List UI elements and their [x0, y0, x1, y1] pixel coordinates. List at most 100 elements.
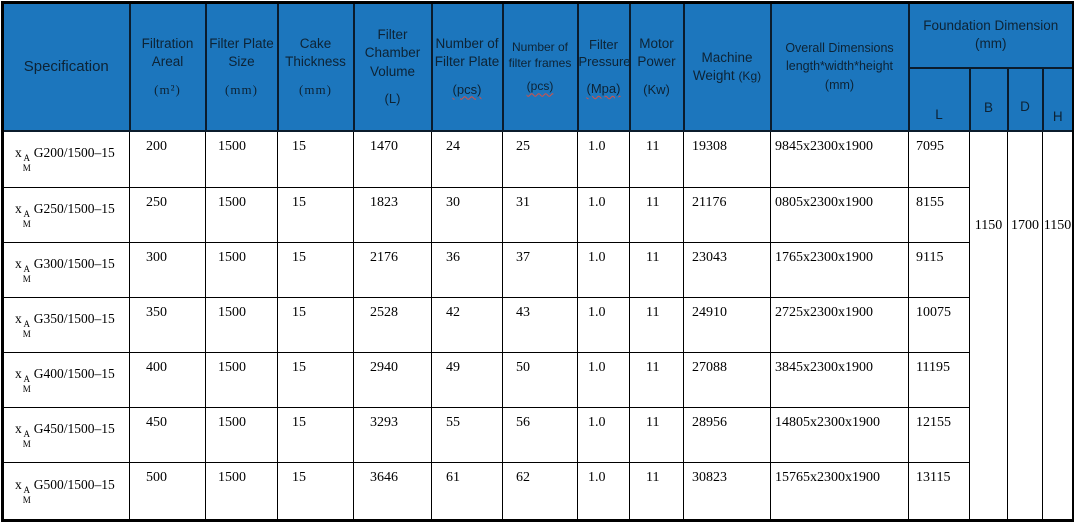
col-header-label: Number of filter frames	[508, 39, 572, 71]
table-row: x A M G400/1500–15 400 1500 15 2940 49 50 1.0 11 270…	[2, 352, 1074, 408]
col-header-label: L	[935, 107, 943, 123]
cell-cake-thickness: 15	[277, 462, 354, 521]
table-row: x A M G450/1500–15 450 1500 15 3293 55 56 1.0 11 289…	[2, 407, 1074, 463]
cell-filter-plate-size: 1500	[205, 407, 278, 463]
cell-overall-dimensions: 0805x2300x1900	[770, 187, 909, 243]
cell-number-of-filter-plate: 61	[431, 462, 503, 521]
cell-filtration-areal: 400	[129, 352, 206, 408]
cell-filter-pressure: 1.0	[577, 297, 630, 353]
cell-machine-weight: 30823	[683, 462, 771, 521]
cell-cake-thickness: 15	[277, 187, 354, 243]
col-header-unit: (mm)	[824, 78, 855, 93]
cell-number-of-filter-frames: 25	[502, 130, 578, 188]
col-header-motor-power: Motor Power (Kw)	[628, 1, 685, 132]
cell-motor-power: 11	[629, 242, 684, 298]
cell-specification: x A M G300/1500–15	[2, 242, 130, 298]
col-header-label: D	[1020, 99, 1030, 115]
col-header-unit: (mm)	[225, 81, 258, 97]
cell-motor-power: 11	[629, 187, 684, 243]
cell-number-of-filter-frames: 31	[502, 187, 578, 243]
table-row: x A M G250/1500–15 250 1500 15 1823 30 31 1.0 11 211…	[2, 187, 1074, 243]
col-header-foundation-d: D	[1006, 66, 1044, 132]
cell-number-of-filter-plate: 55	[431, 407, 503, 463]
col-header-unit: (m²)	[154, 81, 181, 97]
cell-specification: x A M G450/1500–15	[2, 407, 130, 463]
cell-cake-thickness: 15	[277, 242, 354, 298]
col-header-number-of-filter-frames: Number of filter frames (pcs)	[501, 1, 579, 132]
cell-motor-power: 11	[629, 352, 684, 408]
col-header-filtration-areal: Filtration Areal (m²)	[128, 1, 207, 132]
col-header-filter-chamber-volume: Filter Chamber Volume (L)	[352, 1, 433, 132]
col-header-specification: Specification	[1, 1, 131, 132]
cell-overall-dimensions: 14805x2300x1900	[770, 407, 909, 463]
cell-foundation-l: 8155	[908, 187, 970, 243]
cell-cake-thickness: 15	[277, 407, 354, 463]
cell-machine-weight: 19308	[683, 130, 771, 188]
cell-overall-dimensions: 1765x2300x1900	[770, 242, 909, 298]
cell-filter-plate-size: 1500	[205, 187, 278, 243]
col-header-label: length*width*height	[785, 59, 894, 74]
cell-filtration-areal: 200	[129, 130, 206, 188]
col-header-foundation-b: B	[968, 66, 1009, 132]
cell-number-of-filter-plate: 42	[431, 297, 503, 353]
cell-foundation-l: 7095	[908, 130, 970, 188]
cell-machine-weight: 21176	[683, 187, 771, 243]
cell-overall-dimensions: 15765x2300x1900	[770, 462, 909, 521]
cell-filtration-areal: 250	[129, 187, 206, 243]
col-header-unit: (Kw)	[643, 81, 670, 97]
cell-filter-pressure: 1.0	[577, 352, 630, 408]
cell-filter-chamber-volume: 3646	[353, 462, 432, 521]
table-body: x A M G200/1500–15 200 1500 15 1470 24 25 1.0 11 193…	[2, 130, 1074, 521]
cell-filter-pressure: 1.0	[577, 187, 630, 243]
cell-number-of-filter-frames: 62	[502, 462, 578, 521]
col-header-foundation-h: H	[1041, 66, 1074, 132]
col-header-label: Foundation Dimension	[923, 18, 1059, 34]
cell-number-of-filter-frames: 50	[502, 352, 578, 408]
cell-foundation-l: 9115	[908, 242, 970, 298]
col-header-unit: (Mpa)	[586, 81, 621, 97]
col-header-label: H	[1052, 109, 1063, 125]
cell-specification: x A M G200/1500–15	[2, 130, 130, 188]
col-header-filter-pressure: Filter Pressure (Mpa)	[576, 1, 631, 132]
cell-overall-dimensions: 3845x2300x1900	[770, 352, 909, 408]
cell-foundation-b: 1150	[969, 130, 1008, 521]
cell-machine-weight: 24910	[683, 297, 771, 353]
table-row: x A M G300/1500–15 300 1500 15 2176 36 37 1.0 11 230…	[2, 242, 1074, 298]
cell-machine-weight: 23043	[683, 242, 771, 298]
col-header-unit: (Kg)	[738, 68, 762, 83]
col-header-label: Filter Plate Size	[209, 36, 274, 70]
cell-filter-chamber-volume: 2940	[353, 352, 432, 408]
col-header-label: Filter Chamber Volume	[364, 27, 421, 79]
cell-number-of-filter-frames: 43	[502, 297, 578, 353]
cell-cake-thickness: 15	[277, 130, 354, 188]
cell-motor-power: 11	[629, 462, 684, 521]
cell-filter-plate-size: 1500	[205, 462, 278, 521]
cell-filter-pressure: 1.0	[577, 242, 630, 298]
col-header-label: Cake Thickness	[285, 36, 346, 70]
table-row: x A M G500/1500–15 500 1500 15 3646 61 62 1.0 11 308…	[2, 462, 1074, 521]
col-header-cake-thickness: Cake Thickness (mm)	[276, 1, 355, 132]
cell-specification: x A M G350/1500–15	[2, 297, 130, 353]
cell-filter-chamber-volume: 1470	[353, 130, 432, 188]
cell-number-of-filter-plate: 49	[431, 352, 503, 408]
col-header-label: Number of Filter Plate	[434, 36, 500, 70]
cell-number-of-filter-frames: 56	[502, 407, 578, 463]
cell-filter-plate-size: 1500	[205, 130, 278, 188]
cell-filter-chamber-volume: 2176	[353, 242, 432, 298]
cell-filter-plate-size: 1500	[205, 297, 278, 353]
cell-filter-plate-size: 1500	[205, 242, 278, 298]
cell-motor-power: 11	[629, 130, 684, 188]
col-header-machine-weight: Machine Weight (Kg)	[682, 1, 772, 132]
col-header-unit: (L)	[384, 90, 401, 106]
cell-filter-chamber-volume: 2528	[353, 297, 432, 353]
col-header-overall-dimensions: Overall Dimensions length*width*height (…	[769, 1, 910, 132]
cell-overall-dimensions: 9845x2300x1900	[770, 130, 909, 188]
cell-number-of-filter-plate: 24	[431, 130, 503, 188]
cell-number-of-filter-frames: 37	[502, 242, 578, 298]
cell-filtration-areal: 450	[129, 407, 206, 463]
cell-cake-thickness: 15	[277, 297, 354, 353]
